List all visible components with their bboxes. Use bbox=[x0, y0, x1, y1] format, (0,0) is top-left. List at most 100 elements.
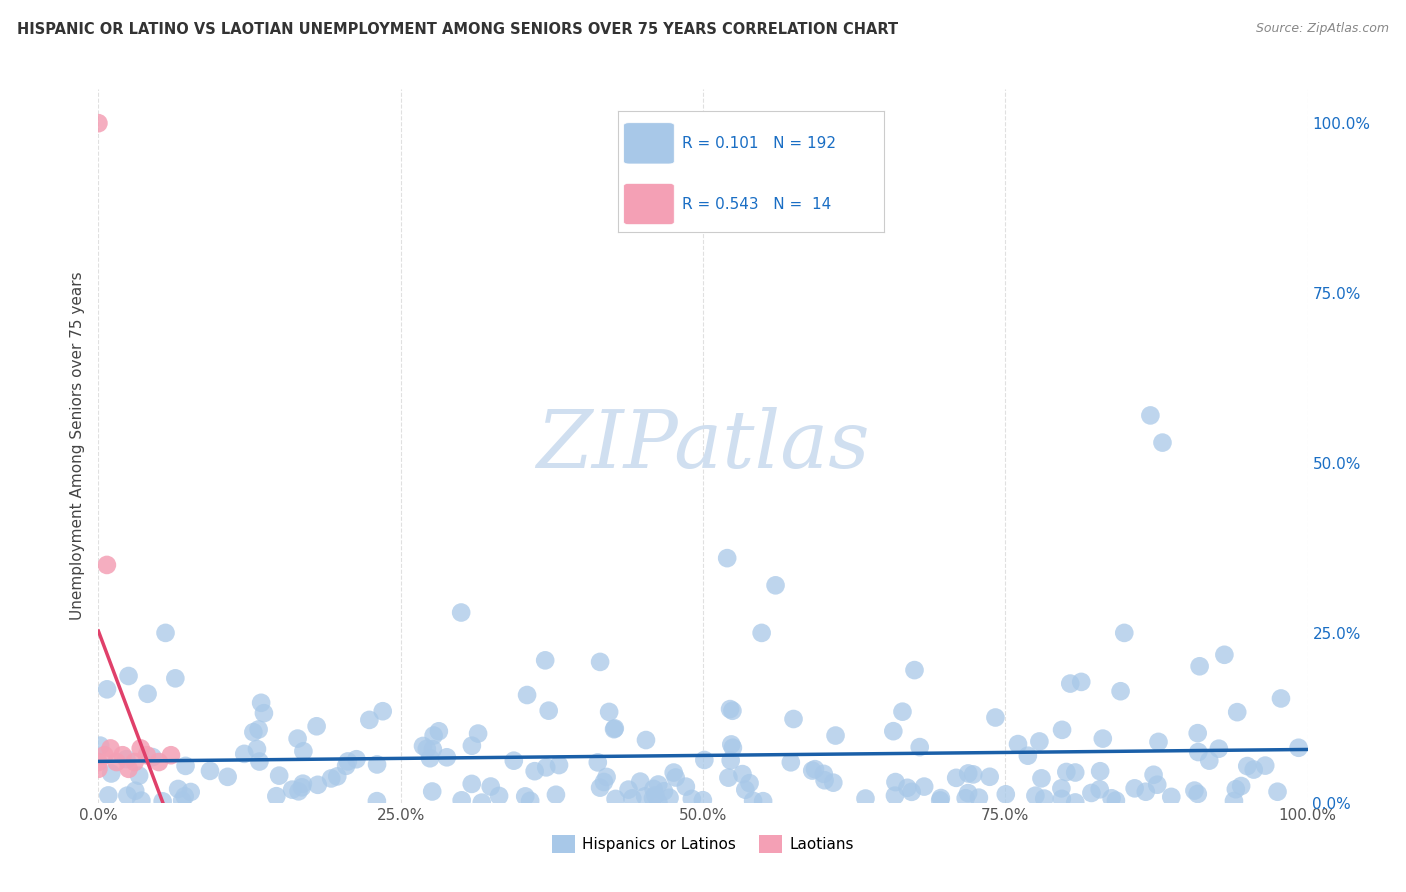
Point bbox=[652, 784, 675, 798]
Point bbox=[593, 775, 616, 789]
Point bbox=[544, 788, 567, 802]
Point bbox=[141, 750, 163, 764]
Point bbox=[721, 704, 744, 718]
Point bbox=[117, 789, 139, 803]
Point bbox=[180, 785, 202, 799]
Point bbox=[253, 706, 276, 721]
Point bbox=[1070, 674, 1092, 689]
Point bbox=[598, 705, 620, 719]
Point bbox=[1225, 782, 1247, 797]
Point bbox=[720, 738, 742, 752]
Point bbox=[307, 778, 329, 792]
Point bbox=[1184, 783, 1206, 797]
Point bbox=[335, 759, 357, 773]
Point bbox=[173, 789, 195, 804]
Point bbox=[882, 724, 904, 739]
Point bbox=[994, 787, 1017, 801]
Point bbox=[111, 748, 134, 763]
Point bbox=[165, 671, 187, 685]
Point bbox=[984, 710, 1007, 724]
Point bbox=[929, 793, 952, 807]
Point bbox=[765, 578, 787, 592]
Point bbox=[1109, 684, 1132, 698]
Point bbox=[450, 606, 472, 620]
Point bbox=[450, 793, 472, 807]
Point bbox=[603, 722, 626, 736]
Point bbox=[419, 751, 441, 765]
Point bbox=[1208, 741, 1230, 756]
Point bbox=[416, 741, 439, 756]
Point bbox=[305, 719, 328, 733]
Point bbox=[900, 785, 922, 799]
Point bbox=[1243, 763, 1265, 777]
Point bbox=[97, 789, 120, 803]
Point bbox=[734, 782, 756, 797]
Point bbox=[131, 794, 153, 808]
Point bbox=[1007, 737, 1029, 751]
Point bbox=[1091, 731, 1114, 746]
Point bbox=[720, 753, 742, 767]
Point bbox=[1267, 785, 1289, 799]
Point bbox=[1188, 659, 1211, 673]
Point bbox=[752, 794, 775, 808]
Point bbox=[1101, 791, 1123, 805]
Point bbox=[250, 696, 273, 710]
Y-axis label: Unemployment Among Seniors over 75 years: Unemployment Among Seniors over 75 years bbox=[69, 272, 84, 620]
Point bbox=[896, 780, 918, 795]
Point bbox=[536, 760, 558, 774]
Text: Source: ZipAtlas.com: Source: ZipAtlas.com bbox=[1256, 22, 1389, 36]
Point bbox=[292, 744, 315, 758]
Point bbox=[269, 769, 291, 783]
Point bbox=[658, 790, 681, 805]
Point bbox=[100, 741, 122, 756]
Point bbox=[1123, 781, 1146, 796]
Point bbox=[198, 764, 221, 778]
Point bbox=[634, 789, 657, 804]
Point bbox=[1080, 786, 1102, 800]
Point bbox=[427, 724, 450, 739]
Point bbox=[87, 762, 110, 776]
Point bbox=[1236, 759, 1258, 773]
Point bbox=[1050, 781, 1073, 796]
Point bbox=[287, 784, 309, 798]
Point bbox=[515, 789, 537, 804]
Point bbox=[502, 754, 524, 768]
Point bbox=[167, 781, 190, 796]
Point bbox=[955, 791, 977, 805]
Point bbox=[89, 739, 111, 753]
Point bbox=[801, 764, 824, 778]
Point bbox=[118, 762, 141, 776]
Point bbox=[586, 756, 609, 770]
Point bbox=[129, 741, 152, 756]
Point bbox=[1187, 745, 1209, 759]
Point bbox=[1230, 779, 1253, 793]
Point bbox=[1223, 794, 1246, 808]
Point bbox=[523, 764, 546, 779]
Point bbox=[1152, 435, 1174, 450]
Point bbox=[742, 794, 765, 808]
Point bbox=[1054, 764, 1077, 779]
Point bbox=[1064, 765, 1087, 780]
Point bbox=[412, 739, 434, 753]
Point bbox=[908, 740, 931, 755]
Point bbox=[621, 791, 644, 805]
Point bbox=[148, 755, 170, 769]
Point bbox=[1198, 754, 1220, 768]
Point bbox=[738, 776, 761, 790]
Point bbox=[136, 687, 159, 701]
Point bbox=[884, 789, 907, 803]
Point bbox=[174, 759, 197, 773]
Point bbox=[537, 704, 560, 718]
Point bbox=[249, 755, 271, 769]
Point bbox=[247, 723, 270, 737]
Point bbox=[693, 753, 716, 767]
Point bbox=[326, 769, 349, 783]
Point bbox=[967, 790, 990, 805]
Point bbox=[662, 765, 685, 780]
Point bbox=[1270, 691, 1292, 706]
Point bbox=[436, 750, 458, 764]
Point bbox=[929, 791, 952, 805]
Point bbox=[634, 733, 657, 747]
Point bbox=[291, 777, 314, 791]
Point bbox=[336, 755, 359, 769]
